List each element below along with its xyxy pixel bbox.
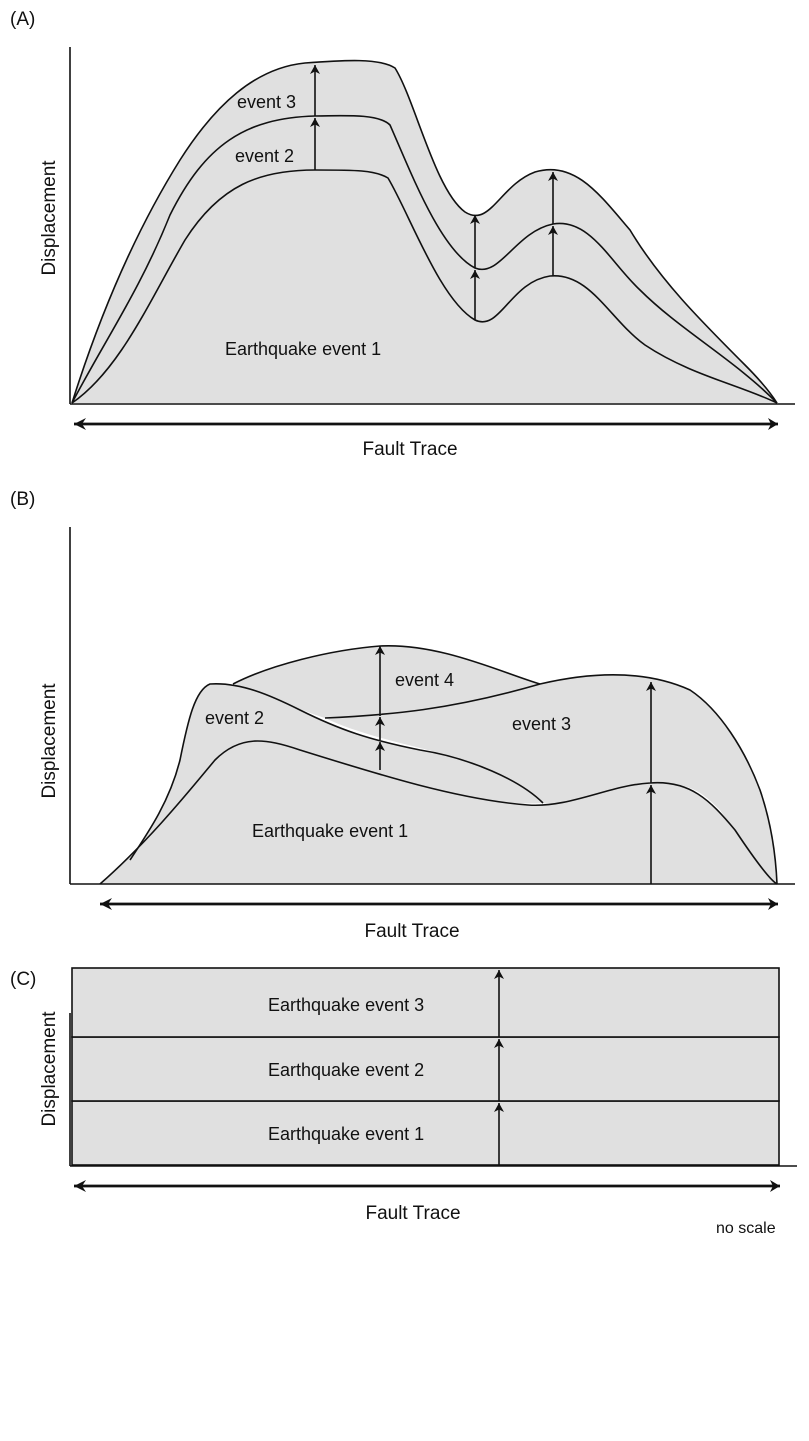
panel-a-event2-curve: [71, 114, 778, 404]
panel-b-label: (B): [10, 489, 35, 510]
panel-a-ylabel: Displacement: [39, 160, 60, 276]
panel-b-event4-label: event 4: [395, 670, 454, 690]
panel-b-event1-label: Earthquake event 1: [252, 821, 408, 841]
panel-a-fill: [72, 60, 777, 404]
panel-c-event3-label: Earthquake event 3: [268, 995, 424, 1015]
panel-b-ylabel: Displacement: [39, 683, 60, 799]
panel-c-label: (C): [10, 969, 36, 990]
panel-a-event2-label: event 2: [235, 146, 294, 166]
panel-a-event1-label: Earthquake event 1: [225, 339, 381, 359]
panel-b-event3-fill: [325, 674, 777, 884]
panel-c-event2-box: [71, 1036, 780, 1102]
panel-a: (A) event 3 event 2 Earthquake event 1 D…: [10, 9, 795, 460]
panel-c-event1-box: [71, 1100, 780, 1166]
panel-a-event1-curve: [71, 169, 778, 404]
panel-b-event3-label: event 3: [512, 714, 571, 734]
panel-b-event1-fill: [100, 740, 777, 884]
panel-a-event3-curve: [71, 59, 778, 404]
panel-c-xlabel: Fault Trace: [365, 1203, 460, 1224]
panel-b-event2-fill: [130, 683, 543, 860]
panel-a-xlabel: Fault Trace: [362, 439, 457, 460]
panel-c: (C) Earthquake event 3 Earthquake event …: [10, 967, 797, 1237]
panel-a-label: (A): [10, 9, 35, 30]
panel-b-xlabel: Fault Trace: [364, 921, 459, 942]
panel-c-event1-label: Earthquake event 1: [268, 1124, 424, 1144]
panel-b-event1-curve: [99, 740, 778, 885]
no-scale-note: no scale: [716, 1220, 776, 1237]
panel-a-event3-label: event 3: [237, 92, 296, 112]
panel-b: (B) event 4 event 2 event 3 Earthquake e…: [10, 489, 795, 942]
panel-b-event2-label: event 2: [205, 708, 264, 728]
panel-c-event3-box: [71, 967, 780, 1038]
panel-b-event3-curve: [324, 674, 778, 885]
panel-c-event2-label: Earthquake event 2: [268, 1060, 424, 1080]
panel-b-event4-fill: [233, 645, 540, 718]
panel-c-ylabel: Displacement: [39, 1011, 60, 1127]
panel-b-event2-curve: [129, 683, 544, 861]
